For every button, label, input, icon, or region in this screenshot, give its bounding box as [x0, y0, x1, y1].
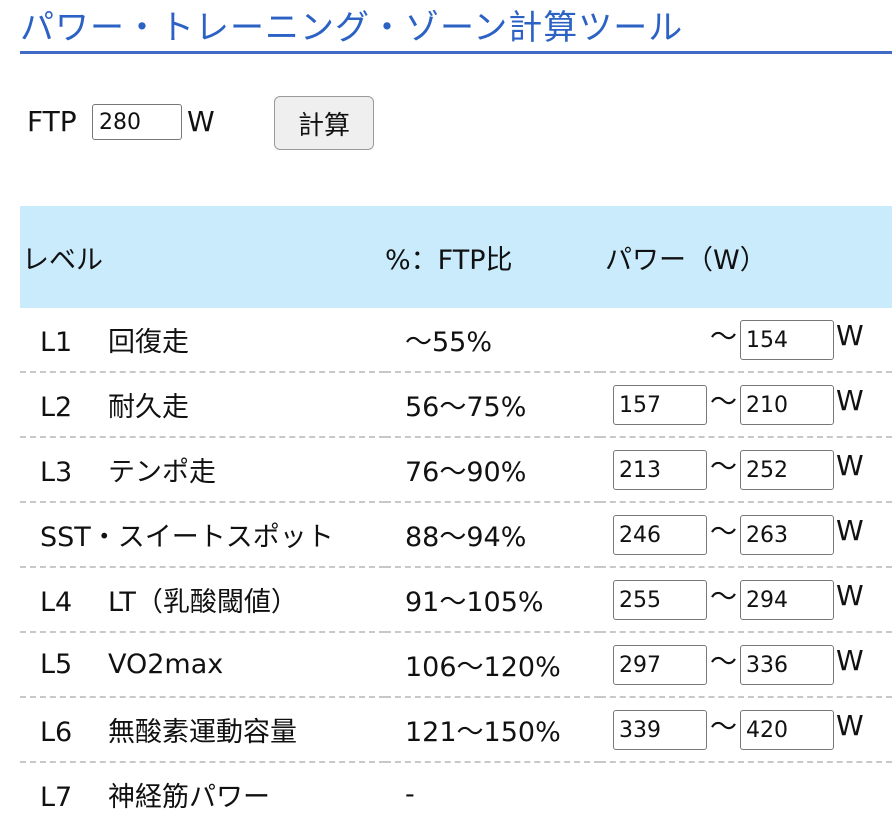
range-tilde: 〜: [710, 582, 737, 613]
header-power: パワー（W）: [600, 206, 892, 308]
zone-code: L7: [40, 782, 73, 813]
zone-name: 無酸素運動容量: [108, 717, 297, 748]
header-level: レベル: [20, 206, 385, 308]
zone-percent: 121〜150%: [385, 697, 600, 763]
zone-power-cell: 〜W: [600, 437, 892, 503]
zone-name: 回復走: [108, 327, 189, 358]
power-max-input[interactable]: [740, 645, 834, 685]
zone-power-cell: 〜W: [600, 372, 892, 438]
zone-level-cell: L2 耐久走: [20, 372, 385, 438]
zone-table: レベル %：FTP比 パワー（W） L1回復走〜55%〜WL2耐久走56〜75%…: [20, 206, 892, 826]
title-divider: [20, 51, 892, 54]
zone-name: LT（乳酸閾値）: [108, 587, 298, 618]
zone-code: SST: [40, 522, 91, 553]
power-max-input[interactable]: [740, 450, 834, 490]
power-max-input[interactable]: [740, 710, 834, 750]
zone-code: L6: [40, 717, 73, 748]
power-max-input[interactable]: [740, 580, 834, 620]
power-min-input[interactable]: [613, 645, 707, 685]
table-header-row: レベル %：FTP比 パワー（W）: [20, 206, 892, 308]
power-min-input[interactable]: [613, 385, 707, 425]
power-min-input[interactable]: [613, 710, 707, 750]
zone-code: L5: [40, 649, 73, 680]
zone-percent: 76〜90%: [385, 437, 600, 503]
zone-power-cell: 〜W: [600, 632, 892, 698]
power-max-input[interactable]: [740, 385, 834, 425]
zone-level-cell: L1 回復走: [20, 308, 385, 373]
ftp-input[interactable]: [92, 104, 182, 140]
power-unit: W: [836, 319, 864, 352]
range-tilde: 〜: [710, 387, 737, 418]
power-max-input[interactable]: [740, 320, 834, 360]
power-unit: W: [836, 709, 864, 742]
zone-level-cell: L5 VO2max: [20, 632, 385, 698]
zone-power-cell: 〜W: [600, 308, 892, 373]
range-tilde: 〜: [710, 322, 737, 353]
zone-name: 神経筋パワー: [108, 782, 270, 813]
zone-level-cell: L7 神経筋パワー: [20, 762, 385, 826]
calculate-button[interactable]: 計算: [274, 96, 374, 150]
zone-percent: -: [405, 779, 415, 810]
zone-percent: 106〜120%: [385, 632, 600, 698]
zone-table-body: L1回復走〜55%〜WL2耐久走56〜75%〜WL3テンポ走76〜90%〜WSS…: [20, 308, 892, 826]
ftp-label: FTP: [27, 105, 77, 138]
zone-power-cell: [600, 762, 892, 826]
zone-percent: 56〜75%: [385, 372, 600, 438]
zone-level-cell: L4 LT（乳酸閾値）: [20, 567, 385, 633]
range-tilde: 〜: [710, 647, 737, 678]
ftp-unit: W: [187, 105, 215, 138]
zone-name: テンポ走: [108, 457, 216, 488]
zone-percent: 〜55%: [385, 308, 600, 373]
power-min-input[interactable]: [613, 580, 707, 620]
zone-name: VO2max: [108, 649, 224, 680]
range-tilde: 〜: [710, 712, 737, 743]
power-unit: W: [836, 449, 864, 482]
header-percent: %：FTP比: [385, 206, 600, 308]
power-min-input[interactable]: [613, 515, 707, 555]
zone-code: L3: [40, 457, 73, 488]
zone-level-cell: SST・スイートスポット: [20, 502, 385, 568]
ftp-form: FTP W 計算: [27, 96, 427, 150]
zone-code: L4: [40, 587, 73, 618]
page-title: パワー・トレーニング・ゾーン計算ツール: [20, 8, 684, 48]
zone-percent: 91〜105%: [385, 567, 600, 633]
power-unit: W: [836, 514, 864, 547]
zone-power-cell: 〜W: [600, 502, 892, 568]
zone-level-cell: L3 テンポ走: [20, 437, 385, 503]
zone-code: L1: [40, 327, 73, 358]
power-unit: W: [836, 384, 864, 417]
range-tilde: 〜: [710, 452, 737, 483]
power-max-input[interactable]: [740, 515, 834, 555]
range-tilde: 〜: [710, 517, 737, 548]
zone-percent: 88〜94%: [385, 502, 600, 568]
power-min-input[interactable]: [613, 450, 707, 490]
zone-name: 耐久走: [108, 392, 189, 423]
zone-power-cell: 〜W: [600, 567, 892, 633]
zone-power-cell: 〜W: [600, 697, 892, 763]
zone-level-cell: L6 無酸素運動容量: [20, 697, 385, 763]
power-unit: W: [836, 579, 864, 612]
power-unit: W: [836, 644, 864, 677]
zone-code: L2: [40, 392, 73, 423]
zone-name: ・スイートスポット: [90, 522, 334, 553]
zone-row: L7 神経筋パワー -: [20, 762, 892, 826]
